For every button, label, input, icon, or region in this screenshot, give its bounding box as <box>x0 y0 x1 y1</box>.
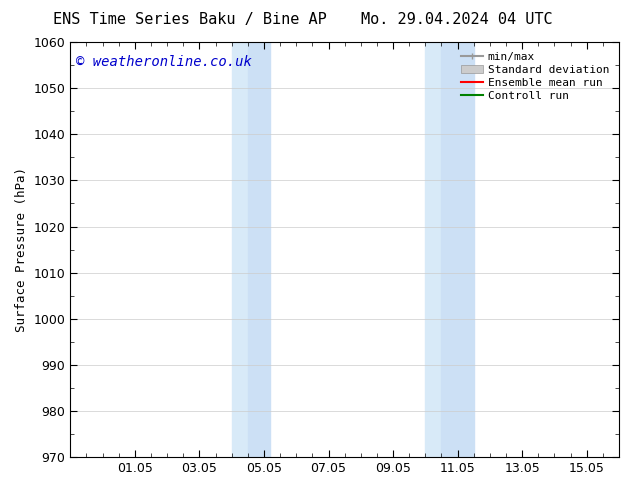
Text: ENS Time Series Baku / Bine AP: ENS Time Series Baku / Bine AP <box>53 12 327 27</box>
Legend: min/max, Standard deviation, Ensemble mean run, Controll run: min/max, Standard deviation, Ensemble me… <box>456 48 614 105</box>
Text: © weatheronline.co.uk: © weatheronline.co.uk <box>76 54 252 69</box>
Bar <box>248 42 271 457</box>
Y-axis label: Surface Pressure (hPa): Surface Pressure (hPa) <box>15 167 28 332</box>
Bar <box>441 42 474 457</box>
Bar <box>231 42 248 457</box>
Bar <box>425 42 441 457</box>
Text: Mo. 29.04.2024 04 UTC: Mo. 29.04.2024 04 UTC <box>361 12 552 27</box>
